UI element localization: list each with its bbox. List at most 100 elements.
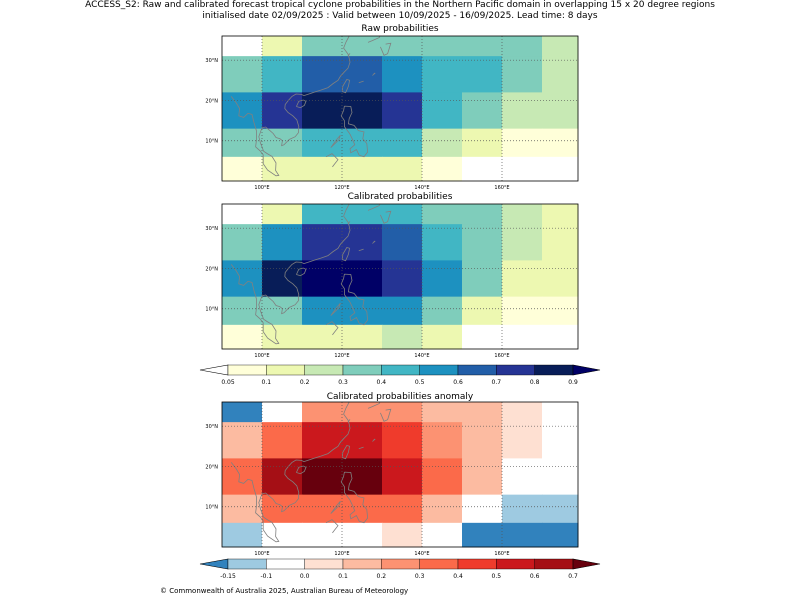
colorbar-tick-label: 0.9 [568, 379, 578, 386]
colorbar-segment [266, 558, 305, 570]
colorbar-extend-max [572, 558, 601, 570]
calibrated-cell-cell [542, 224, 579, 261]
coastline [380, 408, 392, 422]
raw-cell-cell [502, 128, 543, 158]
anomaly-cell-cell [382, 494, 423, 524]
coastline [230, 35, 351, 177]
anomaly-cell-cell [542, 458, 579, 496]
raw-cell-cell [302, 128, 343, 158]
colorbar-tick-label: 0.2 [377, 573, 387, 580]
raw-cell-cell [302, 36, 343, 57]
coastline [380, 210, 392, 224]
anomaly-cell-cell [502, 422, 543, 459]
longitude-tick-label: 100°E [254, 185, 269, 191]
colorbar-tick-label: 0.8 [530, 379, 540, 386]
calibrated-cell-cell [422, 260, 463, 298]
raw-cell-cell [462, 36, 503, 57]
calibrated-cell-cell [462, 324, 503, 350]
calibrated-cell-cell [462, 260, 503, 298]
calibrated-cell-cell [502, 260, 543, 298]
longitude-tick-label: 120°E [334, 551, 349, 557]
raw-cell-cell [542, 92, 579, 130]
colorbar-segment [381, 558, 420, 570]
colorbar-segment [419, 364, 459, 376]
coastline [340, 105, 369, 158]
anomaly-cell-cell [342, 494, 383, 524]
coastline [325, 321, 339, 336]
raw-cell-cell [382, 128, 423, 158]
colorbar-extend-min [199, 364, 229, 376]
calibrated-cell-cell [262, 324, 303, 350]
map-frame [221, 401, 579, 548]
anomaly-cell-cell [542, 402, 579, 423]
raw-cell-cell [342, 128, 383, 158]
raw-cell-cell [222, 56, 263, 93]
calibrated-cell-cell [422, 204, 463, 225]
calibrated-panel-title: Calibrated probabilities [347, 192, 453, 202]
longitude-tick-label: 120°E [334, 185, 349, 191]
calibrated-cell-cell [262, 260, 303, 298]
anomaly-map: 100°E 120°E 140°E 160°E 30°N 20°N 10°N [205, 401, 579, 557]
copyright-footer: © Commonwealth of Australia 2025, Austra… [160, 587, 409, 595]
anomaly-cell-cell [302, 458, 343, 496]
probability-colorbar: 0.05 0.1 0.2 0.3 0.4 0.5 0.6 0.7 0.8 0.9 [199, 364, 601, 386]
latitude-tick-label: 30°N [205, 58, 218, 64]
colorbar-segment [457, 558, 497, 570]
longitude-tick-label: 140°E [414, 353, 429, 359]
calibrated-cell-cell [222, 260, 263, 298]
calibrated-cell-cell [422, 324, 463, 350]
raw-cell-cell [382, 92, 423, 130]
calibrated-cell-cell [542, 296, 579, 326]
colorbar-segment [342, 558, 382, 570]
raw-probability-map: 100°E 120°E 140°E 160°E 30°N 20°N 10°N [205, 35, 579, 191]
anomaly-cell-cell [302, 522, 343, 548]
colorbar-extend-min [199, 558, 229, 570]
calibrated-cell-cell [542, 260, 579, 298]
calibrated-cell-cell [502, 296, 543, 326]
calibrated-cell-cell [382, 224, 423, 261]
raw-cell-cell [502, 156, 543, 182]
calibrated-cell-cell [302, 260, 343, 298]
anomaly-cell-cell [222, 458, 263, 496]
anomaly-cell-cell [422, 402, 463, 423]
colorbar-tick-label: -0.1 [260, 573, 272, 580]
anomaly-cell-cell [262, 458, 303, 496]
colorbar-tick-label: 0.05 [221, 379, 235, 386]
raw-cell-cell [382, 156, 423, 182]
calibrated-probability-map: 100°E 120°E 140°E 160°E 30°N 20°N 10°N [205, 203, 579, 359]
coastline [358, 248, 364, 252]
raw-cell-cell [342, 156, 383, 182]
colorbar-tick-label: 0.5 [415, 379, 425, 386]
colorbar-segment [496, 364, 535, 376]
anomaly-cell-cell [342, 422, 383, 459]
anomaly-cell-cell [382, 402, 423, 423]
calibrated-cell-cell [222, 324, 263, 350]
anomaly-cell-cell [462, 522, 503, 548]
anomaly-cell-cell [462, 458, 503, 496]
raw-cell-cell [302, 156, 343, 182]
latitude-tick-label: 10°N [205, 307, 218, 313]
anomaly-cell-cell [462, 494, 503, 524]
map-frame [221, 203, 579, 350]
anomaly-cell-cell [262, 402, 303, 423]
colorbar-tick-label: 0.7 [492, 379, 502, 386]
raw-cell-cell [422, 56, 463, 93]
coastline [347, 221, 351, 225]
calibrated-cell-cell [462, 296, 503, 326]
raw-cell-cell [462, 156, 503, 182]
colorbar-tick-label: 0.5 [492, 573, 502, 580]
anomaly-panel-title: Calibrated probabilities anomaly [326, 392, 474, 402]
coastline [342, 445, 351, 460]
anomaly-cell-cell [302, 422, 343, 459]
colorbar-tick-label: 0.3 [415, 573, 425, 580]
coastline [340, 273, 369, 326]
colorbar-tick-label: 0.3 [338, 379, 348, 386]
calibrated-cell-cell [342, 296, 383, 326]
coastline [325, 153, 339, 168]
coastline [230, 401, 351, 543]
anomaly-cell-cell [542, 522, 579, 548]
longitude-tick-label: 160°E [494, 185, 509, 191]
anomaly-cell-cell [502, 458, 543, 496]
raw-cell-cell [462, 92, 503, 130]
